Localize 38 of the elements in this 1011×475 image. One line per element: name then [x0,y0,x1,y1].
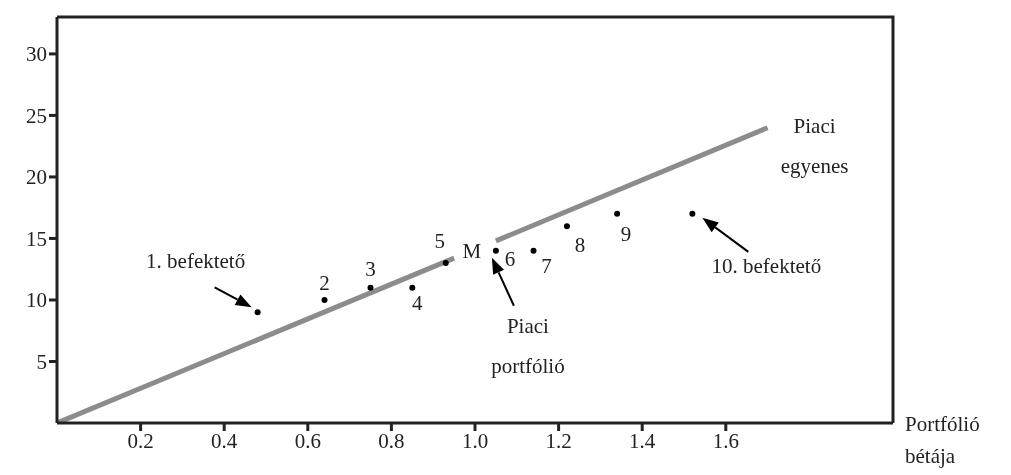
y-tick-label: 5 [36,349,47,374]
annotation: 7 [541,253,552,278]
y-tick-label: 10 [26,288,47,313]
y-tick-label: 25 [26,103,47,128]
annotation: Piaci egyenes [780,113,849,178]
point [563,223,570,230]
annotation: 9 [620,221,632,246]
annotation: 10. befektető [711,253,822,278]
point [689,210,696,217]
point [321,296,328,303]
x-tick-label: 1.0 [461,428,489,453]
x-tick-label: 0.2 [127,428,154,453]
annotation: 8 [574,233,586,258]
annotation: 2 [319,270,330,295]
point [367,284,374,291]
annotation: 3 [365,256,376,281]
point [409,284,416,291]
point [614,210,621,217]
x-tick-label: 1.6 [712,428,739,453]
x-tick-label: 0.4 [211,428,238,453]
y-tick-label: 30 [26,42,47,67]
annotation: M [462,238,482,263]
y-tick-label: 20 [26,165,47,190]
x-tick-label: 1.2 [545,428,572,453]
point [254,309,261,316]
point [492,247,499,254]
annotation: 5 [434,229,445,254]
annotation: Piaci portfólió [491,313,565,378]
x-tick-label: 0.6 [294,428,321,453]
point [442,260,449,267]
annotation: 6 [504,246,516,271]
annotation: 1. befektető [146,249,246,274]
x-tick-label: 0.8 [378,428,405,453]
point [530,247,537,254]
x-tick-label: 1.4 [629,428,656,453]
x-axis-title: Portfólió bétája [905,412,980,468]
y-tick-label: 15 [26,226,47,251]
annotation: 4 [412,290,424,315]
